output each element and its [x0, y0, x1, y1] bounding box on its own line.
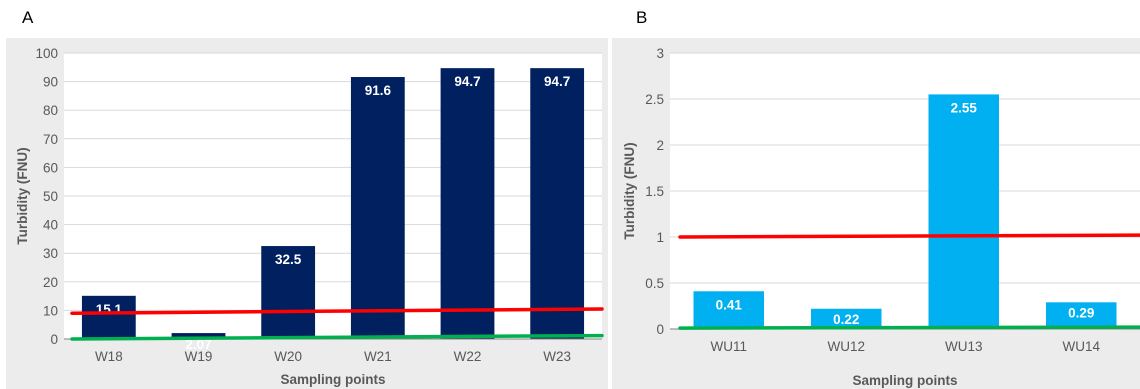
- chartb-bar-wu14: [1046, 302, 1117, 329]
- chartb-data-label: 0.41: [716, 297, 743, 312]
- chart-b: 0 0.5 1 1.5 2 2.5 3 WU11 0.41 WU12 0.22 WU13 2.55 WU1…: [622, 46, 1140, 388]
- chartb-x-axis-title: Sampling points: [852, 373, 957, 388]
- chartb-data-label: 0.22: [833, 312, 859, 327]
- chartb-y-tick-label: 0: [656, 322, 664, 337]
- chartb-y-tick-label: 0.5: [645, 276, 664, 291]
- panel-a-letter: A: [22, 8, 34, 27]
- chartb-y-tick-label: 1: [656, 230, 664, 245]
- charta-data-label: 32.5: [275, 252, 302, 267]
- chartb-reference-line-green: [678, 325, 1140, 330]
- chartb-bar-wu11: [693, 291, 764, 329]
- charta-x-tick-label: W22: [454, 349, 482, 364]
- chartb-bar-wu12: [811, 308, 882, 329]
- charta-bar-w21: [350, 77, 405, 340]
- charta-y-tick-label: 40: [43, 218, 58, 233]
- charta-x-tick-label: W18: [95, 349, 123, 364]
- charta-y-tick-label: 100: [35, 46, 58, 61]
- charta-y-tick-label: 60: [43, 160, 58, 175]
- charta-x-tick-label: W21: [364, 349, 392, 364]
- charta-data-label: 91.6: [365, 83, 392, 98]
- chartb-y-axis-title: Turbidity (FNU): [622, 142, 637, 239]
- charta-y-tick-label: 50: [43, 189, 58, 204]
- charta-y-tick-label: 30: [43, 246, 58, 261]
- charta-x-tick-label: W19: [185, 349, 213, 364]
- charta-data-label: 94.7: [454, 74, 480, 89]
- charta-reference-line-green: [70, 333, 604, 341]
- chartb-x-tick-label: WU13: [945, 339, 983, 354]
- charta-y-axis-title: Turbidity (FNU): [15, 147, 30, 244]
- panel-b-letter: B: [636, 8, 648, 27]
- charta-y-tick-label: 70: [43, 132, 58, 147]
- charta-y-tick-label: 10: [43, 303, 58, 318]
- charta-y-tick-label: 0: [50, 332, 58, 347]
- chartb-y-tick-label: 2: [656, 138, 664, 153]
- chartb-x-tick-label: WU14: [1062, 339, 1100, 354]
- charta-bar-w20: [261, 246, 316, 339]
- charta-data-label: 94.7: [544, 74, 570, 89]
- charta-y-tick-label: 20: [43, 275, 58, 290]
- charta-bar-w23: [530, 68, 585, 340]
- chartb-data-label: 2.55: [951, 100, 978, 115]
- charta-x-axis-title: Sampling points: [280, 372, 385, 387]
- chartb-reference-line-red: [678, 233, 1140, 239]
- charta-y-tick-label: 90: [43, 75, 58, 90]
- charta-y-tick-label: 80: [43, 103, 58, 118]
- charta-bar-w18: [81, 295, 136, 339]
- charta-x-tick-label: W23: [543, 349, 571, 364]
- chartb-data-label: 0.29: [1068, 305, 1094, 320]
- chartb-bar-wu13: [928, 94, 999, 330]
- charta-bar-w19: [171, 333, 226, 339]
- charta-x-tick-label: W20: [274, 349, 302, 364]
- charta-data-label: 2.07: [185, 337, 211, 352]
- chartb-y-tick-label: 3: [656, 46, 664, 61]
- chartb-y-tick-label: 1.5: [645, 184, 664, 199]
- charta-reference-line-red: [70, 307, 604, 316]
- chart-a: 0102030405060708090100W1815.1W192.07W203…: [15, 46, 604, 387]
- chartb-y-tick-label: 2.5: [645, 92, 664, 107]
- charta-bar-w22: [440, 68, 495, 340]
- chartb-x-tick-label: WU12: [827, 339, 865, 354]
- chartb-x-tick-label: WU11: [710, 339, 747, 354]
